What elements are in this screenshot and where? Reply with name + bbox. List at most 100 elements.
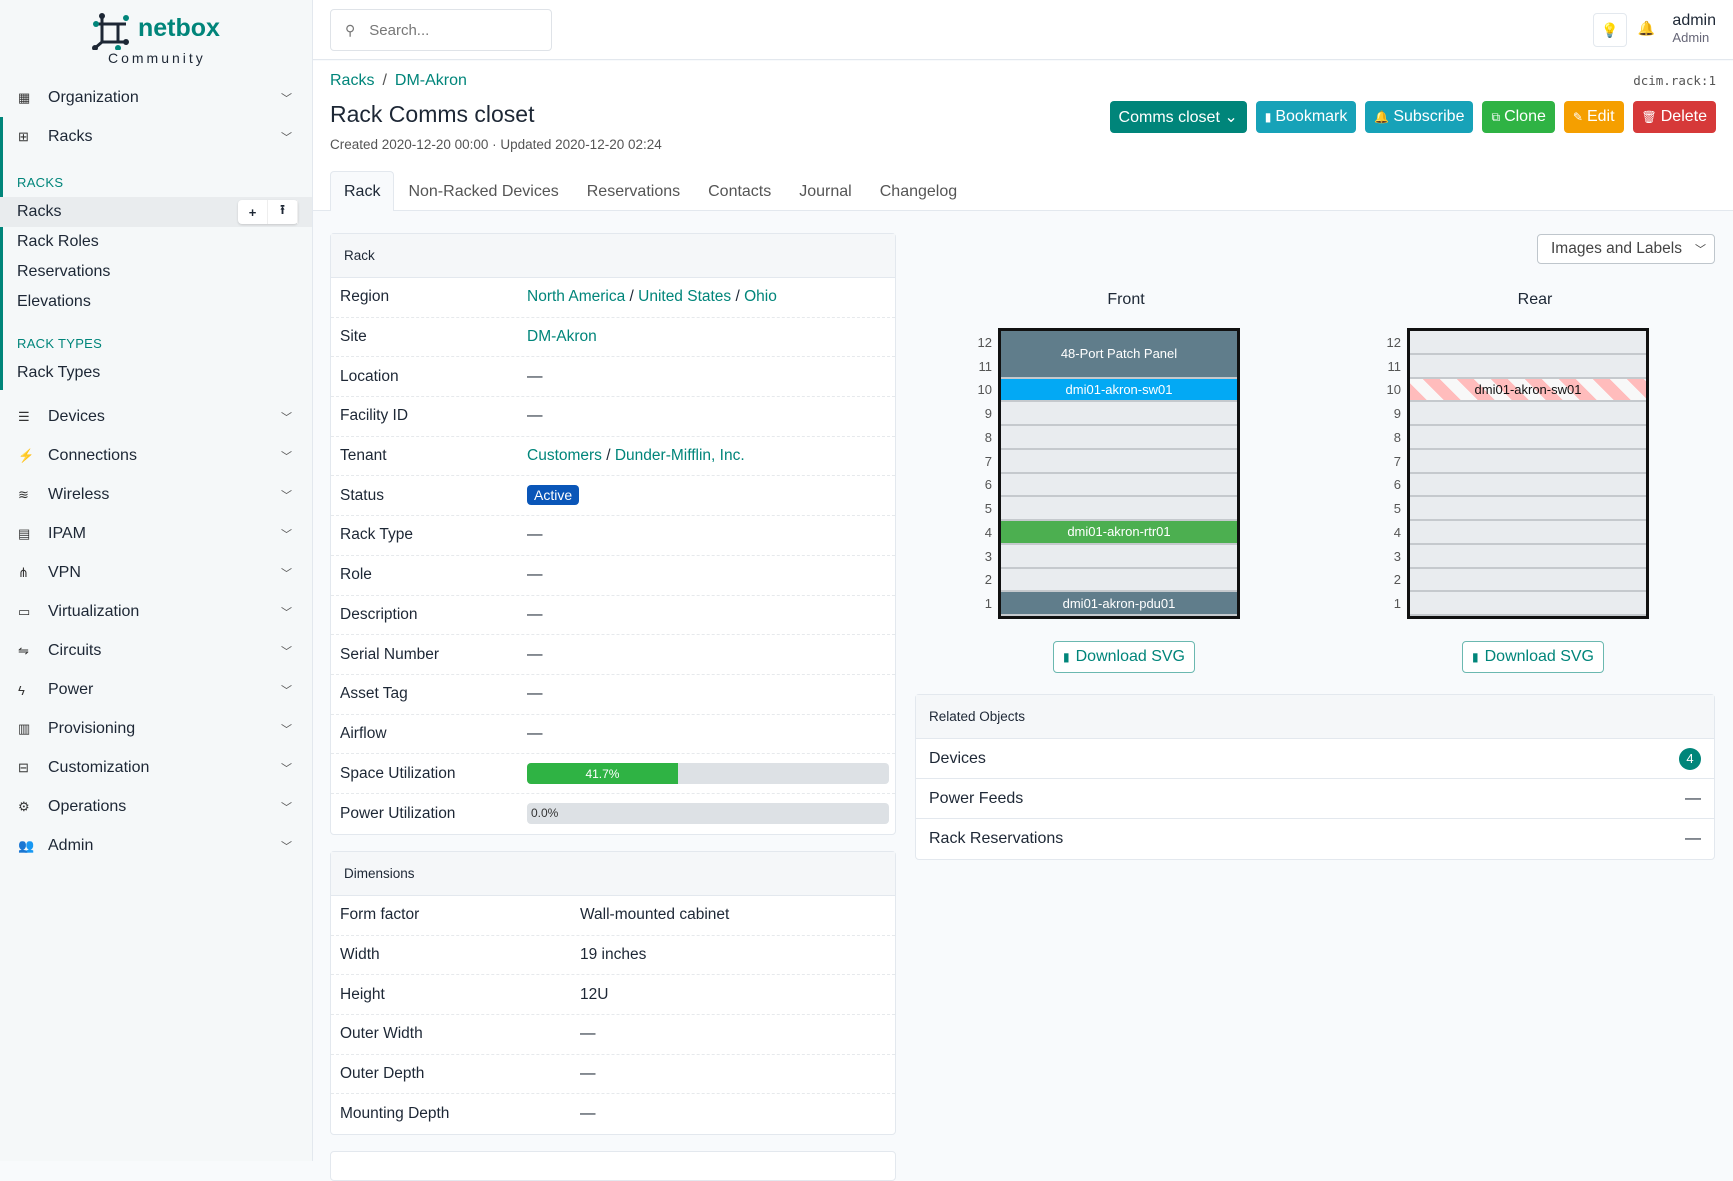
rack-unit-slot[interactable] bbox=[1001, 450, 1237, 474]
tab-rack[interactable]: Rack bbox=[330, 171, 395, 211]
sidebar-item-racks[interactable]: ⊞ Racks ﹀ bbox=[0, 119, 312, 155]
rear-download-svg-button[interactable]: ▮ Download SVG bbox=[1462, 641, 1604, 673]
rack-unit-slot[interactable] bbox=[1001, 474, 1237, 498]
sidebar-item-customization[interactable]: ⊟ Customization ﹀ bbox=[0, 750, 312, 786]
field-label: Outer Width bbox=[340, 1025, 423, 1043]
add-rack-button[interactable]: + bbox=[238, 200, 268, 224]
sidebar-item-reservations[interactable]: Reservations bbox=[0, 257, 300, 287]
breadcrumb-racks[interactable]: Racks bbox=[330, 72, 375, 89]
rack-unit-slot[interactable] bbox=[1410, 450, 1646, 474]
tab-journal[interactable]: Journal bbox=[799, 182, 852, 200]
tab-contacts[interactable]: Contacts bbox=[708, 182, 772, 200]
bookmark-button[interactable]: ▮ Bookmark bbox=[1255, 101, 1357, 133]
tab-non-racked-devices[interactable]: Non-Racked Devices bbox=[408, 182, 559, 200]
button-label: Subscribe bbox=[1393, 108, 1465, 125]
rack-device[interactable]: dmi01-akron-rtr01 bbox=[1001, 521, 1237, 545]
rack-unit-slot[interactable] bbox=[1410, 331, 1646, 355]
rack-device[interactable]: 48-Port Patch Panel bbox=[1001, 331, 1237, 379]
field-label: Location bbox=[340, 367, 399, 385]
theme-toggle-button[interactable]: 💡 bbox=[1593, 13, 1627, 47]
sidebar-item-connections[interactable]: ⚡ Connections ﹀ bbox=[0, 438, 312, 474]
delete-button[interactable]: 🗑 Delete bbox=[1632, 101, 1716, 133]
import-rack-button[interactable]: ⭱ bbox=[268, 200, 298, 224]
field-value: Active bbox=[527, 484, 580, 505]
rack-unit-slot[interactable] bbox=[1001, 402, 1237, 426]
related-object-row[interactable]: Devices 4 bbox=[916, 739, 1714, 779]
rack-unit-slot[interactable] bbox=[1410, 402, 1646, 426]
unit-number: 6 bbox=[984, 477, 992, 493]
rack-device[interactable]: dmi01-akron-sw01 bbox=[1001, 378, 1237, 403]
sidebar-item-ipam[interactable]: ▤ IPAM ﹀ bbox=[0, 516, 312, 552]
user-menu[interactable]: admin Admin bbox=[1672, 12, 1716, 45]
tab-changelog[interactable]: Changelog bbox=[879, 182, 958, 200]
related-object-row[interactable]: Rack Reservations — bbox=[916, 819, 1714, 859]
status-badge: Active bbox=[527, 484, 580, 505]
elevation-view-select[interactable]: Images and Labels ﹀ bbox=[1537, 234, 1715, 264]
field-label: Outer Depth bbox=[340, 1065, 425, 1083]
unit-number: 2 bbox=[1393, 572, 1401, 588]
sidebar-item-rack-roles[interactable]: Rack Roles bbox=[0, 227, 300, 257]
sidebar-item-wireless[interactable]: ≋ Wireless ﹀ bbox=[0, 477, 312, 513]
unit-number: 8 bbox=[984, 429, 992, 445]
rack-unit-slot[interactable] bbox=[1410, 474, 1646, 498]
rack-unit-slot[interactable] bbox=[1410, 569, 1646, 593]
sidebar-item-racks-list[interactable]: Racks + ⭱ bbox=[0, 197, 312, 227]
rack-unit-slot[interactable] bbox=[1410, 355, 1646, 379]
field-link[interactable]: DM-Akron bbox=[527, 328, 597, 346]
sidebar-item-circuits[interactable]: ⇋ Circuits ﹀ bbox=[0, 633, 312, 669]
cogs-icon: ⚙ bbox=[18, 799, 30, 814]
sidebar: netbox Community ▦ Organization ﹀ ⊞ Racks ﹀ … bbox=[0, 0, 313, 1161]
utilization-bar: 0.0% bbox=[527, 803, 889, 825]
field-link[interactable]: Ohio bbox=[744, 288, 777, 306]
sidebar-item-provisioning[interactable]: ▥ Provisioning ﹀ bbox=[0, 711, 312, 747]
front-rack-elevation: 48-Port Patch Panel dmi01-akron-sw01 dmi01… bbox=[998, 328, 1240, 619]
sidebar-item-operations[interactable]: ⚙ Operations ﹀ bbox=[0, 789, 312, 825]
search-input[interactable]: ⚲ Search... bbox=[330, 9, 552, 51]
related-object-count: — bbox=[1685, 789, 1701, 807]
unit-number: 10 bbox=[977, 382, 992, 398]
chevron-down-icon: ﹀ bbox=[281, 568, 292, 580]
field-value: — bbox=[527, 685, 543, 703]
front-download-svg-button[interactable]: ▮ Download SVG bbox=[1053, 641, 1195, 673]
sidebar-item-power[interactable]: ϟ Power ﹀ bbox=[0, 672, 312, 708]
rack-unit-slot[interactable] bbox=[1001, 545, 1237, 569]
rack-unit-slot[interactable] bbox=[1410, 521, 1646, 545]
field-link[interactable]: Customers bbox=[527, 447, 602, 465]
clone-button[interactable]: ⧉ Clone bbox=[1482, 101, 1555, 133]
sidebar-item-vpn[interactable]: ⋔ VPN ﹀ bbox=[0, 555, 312, 591]
progress-label: 0.0% bbox=[531, 806, 559, 821]
nav-label: Devices bbox=[48, 408, 105, 425]
sidebar-item-rack-types[interactable]: Rack Types bbox=[0, 358, 300, 388]
related-object-row[interactable]: Power Feeds — bbox=[916, 779, 1714, 819]
subscribe-button[interactable]: 🔔 Subscribe bbox=[1365, 101, 1474, 133]
sidebar-item-elevations[interactable]: Elevations bbox=[0, 287, 300, 317]
sidebar-item-virtualization[interactable]: ▭ Virtualization ﹀ bbox=[0, 594, 312, 630]
field-link[interactable]: North America bbox=[527, 288, 626, 306]
network-icon: ⋔ bbox=[18, 565, 29, 580]
rack-unit-slot[interactable] bbox=[1410, 545, 1646, 569]
rack-device[interactable]: dmi01-akron-pdu01 bbox=[1001, 592, 1237, 616]
chevron-down-icon: ﹀ bbox=[281, 607, 292, 619]
rack-unit-slot[interactable] bbox=[1001, 569, 1237, 593]
chevron-down-icon: ﹀ bbox=[1695, 244, 1706, 256]
rack-unit-slot[interactable] bbox=[1001, 497, 1237, 521]
rack-unit-slot[interactable] bbox=[1410, 592, 1646, 616]
tab-reservations[interactable]: Reservations bbox=[586, 182, 681, 200]
front-view-title: Front bbox=[1107, 291, 1145, 308]
field-link[interactable]: United States bbox=[638, 288, 732, 306]
rack-unit-slot[interactable] bbox=[1410, 497, 1646, 521]
rack-unit-slot[interactable] bbox=[1410, 426, 1646, 450]
nav-label: Elevations bbox=[17, 293, 91, 310]
netbox-logo[interactable]: netbox Community bbox=[92, 12, 222, 70]
notifications-bell-icon[interactable]: 🔔 bbox=[1637, 20, 1655, 36]
breadcrumb-site[interactable]: DM-Akron bbox=[394, 72, 467, 89]
rack-device[interactable]: dmi01-akron-sw01 bbox=[1410, 378, 1646, 403]
sidebar-item-devices[interactable]: ☰ Devices ﹀ bbox=[0, 399, 312, 435]
comms-button[interactable]: Comms closet ⌄ bbox=[1109, 101, 1247, 133]
edit-button[interactable]: ✎ Edit bbox=[1563, 101, 1624, 133]
field-value: 19 inches bbox=[580, 946, 647, 964]
rack-unit-slot[interactable] bbox=[1001, 426, 1237, 450]
sidebar-item-admin[interactable]: 👥 Admin ﹀ bbox=[0, 828, 312, 864]
field-link[interactable]: Dunder-Mifflin, Inc. bbox=[614, 447, 745, 465]
sidebar-item-organization[interactable]: ▦ Organization ﹀ bbox=[0, 80, 312, 116]
